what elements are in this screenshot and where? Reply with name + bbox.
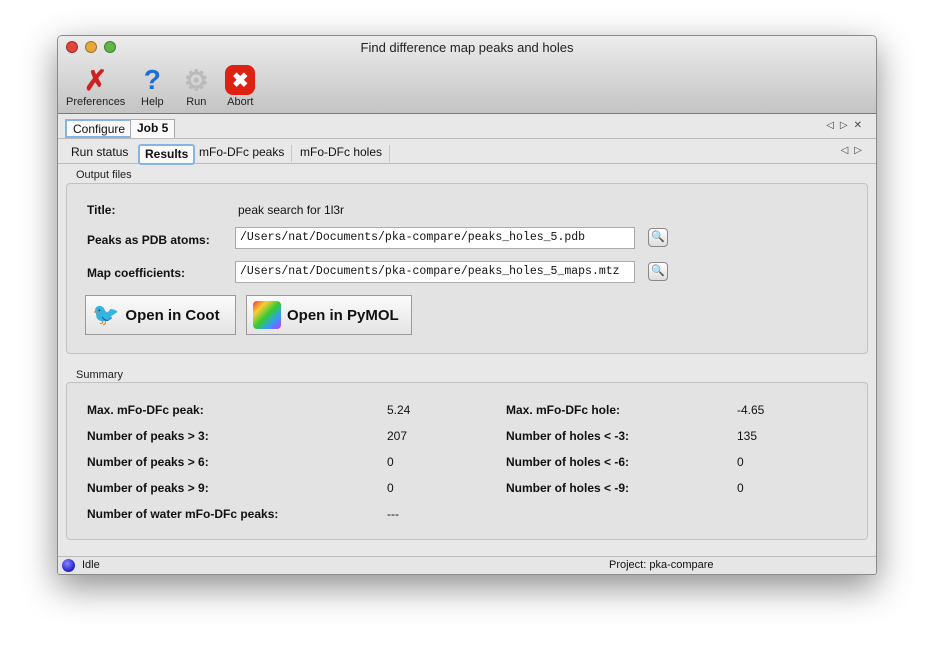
minimize-window-button[interactable] — [85, 41, 97, 53]
max-peak-label: Max. mFo-DFc peak: — [87, 403, 204, 417]
tab-job-5[interactable]: Job 5 — [130, 119, 176, 138]
subtab-holes[interactable]: mFo-DFc holes — [300, 145, 383, 159]
holes-lt9-value: 0 — [737, 481, 744, 495]
magnifier-icon: 🔍 — [651, 265, 665, 277]
close-window-button[interactable] — [66, 41, 78, 53]
magnifier-icon: 🔍 — [651, 231, 665, 243]
window-title: Find difference map peaks and holes — [360, 40, 574, 55]
peaks-gt3-label: Number of peaks > 3: — [87, 429, 209, 443]
title-toolbar: Find difference map peaks and holes ✗ Pre… — [58, 36, 876, 114]
title-label: Title: — [87, 203, 116, 217]
pdb-label: Peaks as PDB atoms: — [87, 233, 210, 247]
help-icon: ? — [143, 64, 161, 95]
max-peak-value: 5.24 — [387, 403, 411, 417]
pdb-path-field[interactable]: /Users/nat/Documents/pka-compare/peaks_h… — [235, 227, 635, 249]
holes-lt6-label: Number of holes < -6: — [506, 455, 630, 469]
open-in-pymol-button[interactable]: Open in PyMOL — [246, 295, 412, 335]
subtab-results[interactable]: Results — [138, 144, 196, 165]
window-controls — [66, 41, 116, 53]
map-path-field[interactable]: /Users/nat/Documents/pka-compare/peaks_h… — [235, 261, 635, 283]
pdb-browse-button[interactable]: 🔍 — [648, 228, 668, 247]
job-tabs: Configure Job 5 ◁▷✕ — [58, 117, 876, 139]
zoom-window-button[interactable] — [104, 41, 116, 53]
peaks-gt9-label: Number of peaks > 9: — [87, 481, 209, 495]
tab-scroll-controls[interactable]: ◁▷✕ — [826, 120, 868, 131]
pymol-icon — [253, 301, 281, 329]
subtab-run-status[interactable]: Run status — [71, 145, 129, 159]
tab-configure[interactable]: Configure — [65, 119, 134, 138]
status-bar: Idle Project: pka-compare — [58, 556, 876, 574]
peaks-gt3-value: 207 — [387, 429, 408, 443]
holes-lt3-label: Number of holes < -3: — [506, 429, 630, 443]
peaks-gt9-value: 0 — [387, 481, 394, 495]
water-peaks-value: --- — [387, 507, 399, 521]
subtab-peaks[interactable]: mFo-DFc peaks — [199, 145, 285, 159]
abort-icon: ✖ — [223, 64, 257, 96]
gear-icon: ⚙ — [183, 64, 209, 96]
open-in-coot-button[interactable]: 🐦 Open in Coot — [85, 295, 236, 335]
result-subtabs: Run status Results mFo-DFc peaks mFo-DFc… — [58, 142, 876, 165]
title-value: peak search for 1l3r — [238, 203, 345, 217]
peaks-gt6-label: Number of peaks > 6: — [87, 455, 209, 469]
help-button[interactable]: ? Help — [135, 64, 169, 108]
run-button[interactable]: ⚙ Run — [179, 64, 213, 109]
map-label: Map coefficients: — [87, 266, 186, 280]
divider — [291, 145, 292, 162]
status-indicator-icon — [62, 559, 75, 572]
water-peaks-label: Number of water mFo-DFc peaks: — [87, 507, 279, 521]
abort-button[interactable]: ✖ Abort — [223, 64, 257, 108]
project-label: Project: pka-compare — [609, 559, 714, 571]
tools-icon: ✗ — [83, 64, 108, 96]
preferences-button[interactable]: ✗ Preferences — [66, 64, 126, 109]
coot-bird-icon: 🐦 — [92, 302, 120, 327]
output-files-group: Title: peak search for 1l3r Peaks as PDB… — [66, 183, 868, 354]
peaks-gt6-value: 0 — [387, 455, 394, 469]
divider — [389, 145, 390, 162]
holes-lt9-label: Number of holes < -9: — [506, 481, 630, 495]
output-files-label: Output files — [76, 169, 132, 181]
holes-lt6-value: 0 — [737, 455, 744, 469]
app-window: Find difference map peaks and holes ✗ Pre… — [57, 35, 877, 575]
holes-lt3-value: 135 — [737, 429, 758, 443]
max-hole-label: Max. mFo-DFc hole: — [506, 403, 621, 417]
status-text: Idle — [82, 559, 100, 571]
summary-group: Max. mFo-DFc peak: 5.24 Number of peaks … — [66, 382, 868, 540]
subtab-scroll-controls[interactable]: ◁▷ — [840, 145, 868, 156]
max-hole-value: -4.65 — [737, 403, 765, 417]
map-browse-button[interactable]: 🔍 — [648, 262, 668, 281]
summary-label: Summary — [76, 369, 124, 381]
